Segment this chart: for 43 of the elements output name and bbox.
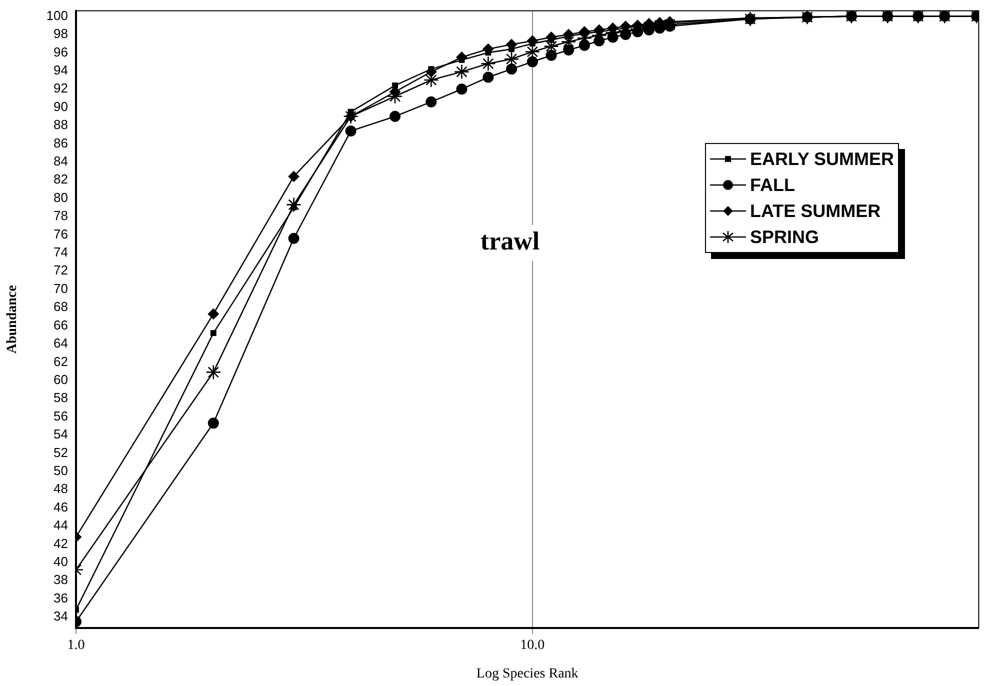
y-axis-title: Abundance: [5, 285, 20, 354]
y-tick-label: 76: [54, 226, 68, 242]
y-tick-label: 82: [54, 172, 68, 187]
y-tick-label: 62: [54, 354, 68, 369]
y-tick-label: 48: [54, 481, 68, 496]
x-axis-title: Log Species Rank: [476, 666, 578, 682]
y-tick-label: 58: [54, 390, 68, 406]
y-tick-label: 98: [54, 26, 68, 42]
x-tick-label: 10.0: [520, 638, 545, 654]
y-tick-label: 64: [54, 336, 68, 351]
legend-label: SPRING: [750, 226, 820, 248]
y-tick-label: 66: [54, 317, 68, 332]
y-tick-label: 34: [54, 608, 68, 624]
y-tick-label: 90: [54, 98, 68, 114]
y-tick-label: 84: [54, 153, 68, 168]
y-tick-label: 70: [54, 280, 68, 296]
y-tick-label: 86: [54, 135, 68, 150]
y-tick-label: 56: [54, 408, 68, 424]
x-tick-label: 1.0: [67, 638, 85, 654]
y-tick-label: 38: [54, 572, 68, 588]
y-tick-label: 94: [54, 62, 68, 78]
y-tick-label: 46: [54, 499, 68, 514]
y-tick-label: 44: [54, 518, 68, 533]
y-tick-label: 54: [54, 426, 68, 442]
y-tick-label: 80: [54, 190, 68, 205]
legend-label: FALL: [750, 174, 795, 196]
y-tick-label: 100: [46, 8, 68, 23]
y-tick-label: 72: [54, 262, 68, 278]
y-tick-label: 52: [54, 444, 68, 460]
y-tick-label: 42: [54, 536, 68, 551]
y-tick-label: 40: [54, 554, 68, 570]
legend-label: LATE SUMMER: [750, 200, 881, 222]
y-tick-label: 96: [54, 44, 68, 60]
y-tick-label: 36: [54, 590, 68, 606]
y-tick-label: 60: [54, 372, 68, 387]
y-tick-label: 78: [54, 208, 68, 224]
y-tick-label: 74: [54, 244, 68, 260]
y-tick-label: 92: [54, 80, 68, 96]
legend-label: EARLY SUMMER: [750, 148, 894, 170]
y-tick-label: 88: [54, 117, 68, 132]
y-tick-label: 68: [54, 299, 68, 314]
annotation: trawl: [480, 226, 540, 256]
y-tick-label: 50: [54, 463, 68, 478]
